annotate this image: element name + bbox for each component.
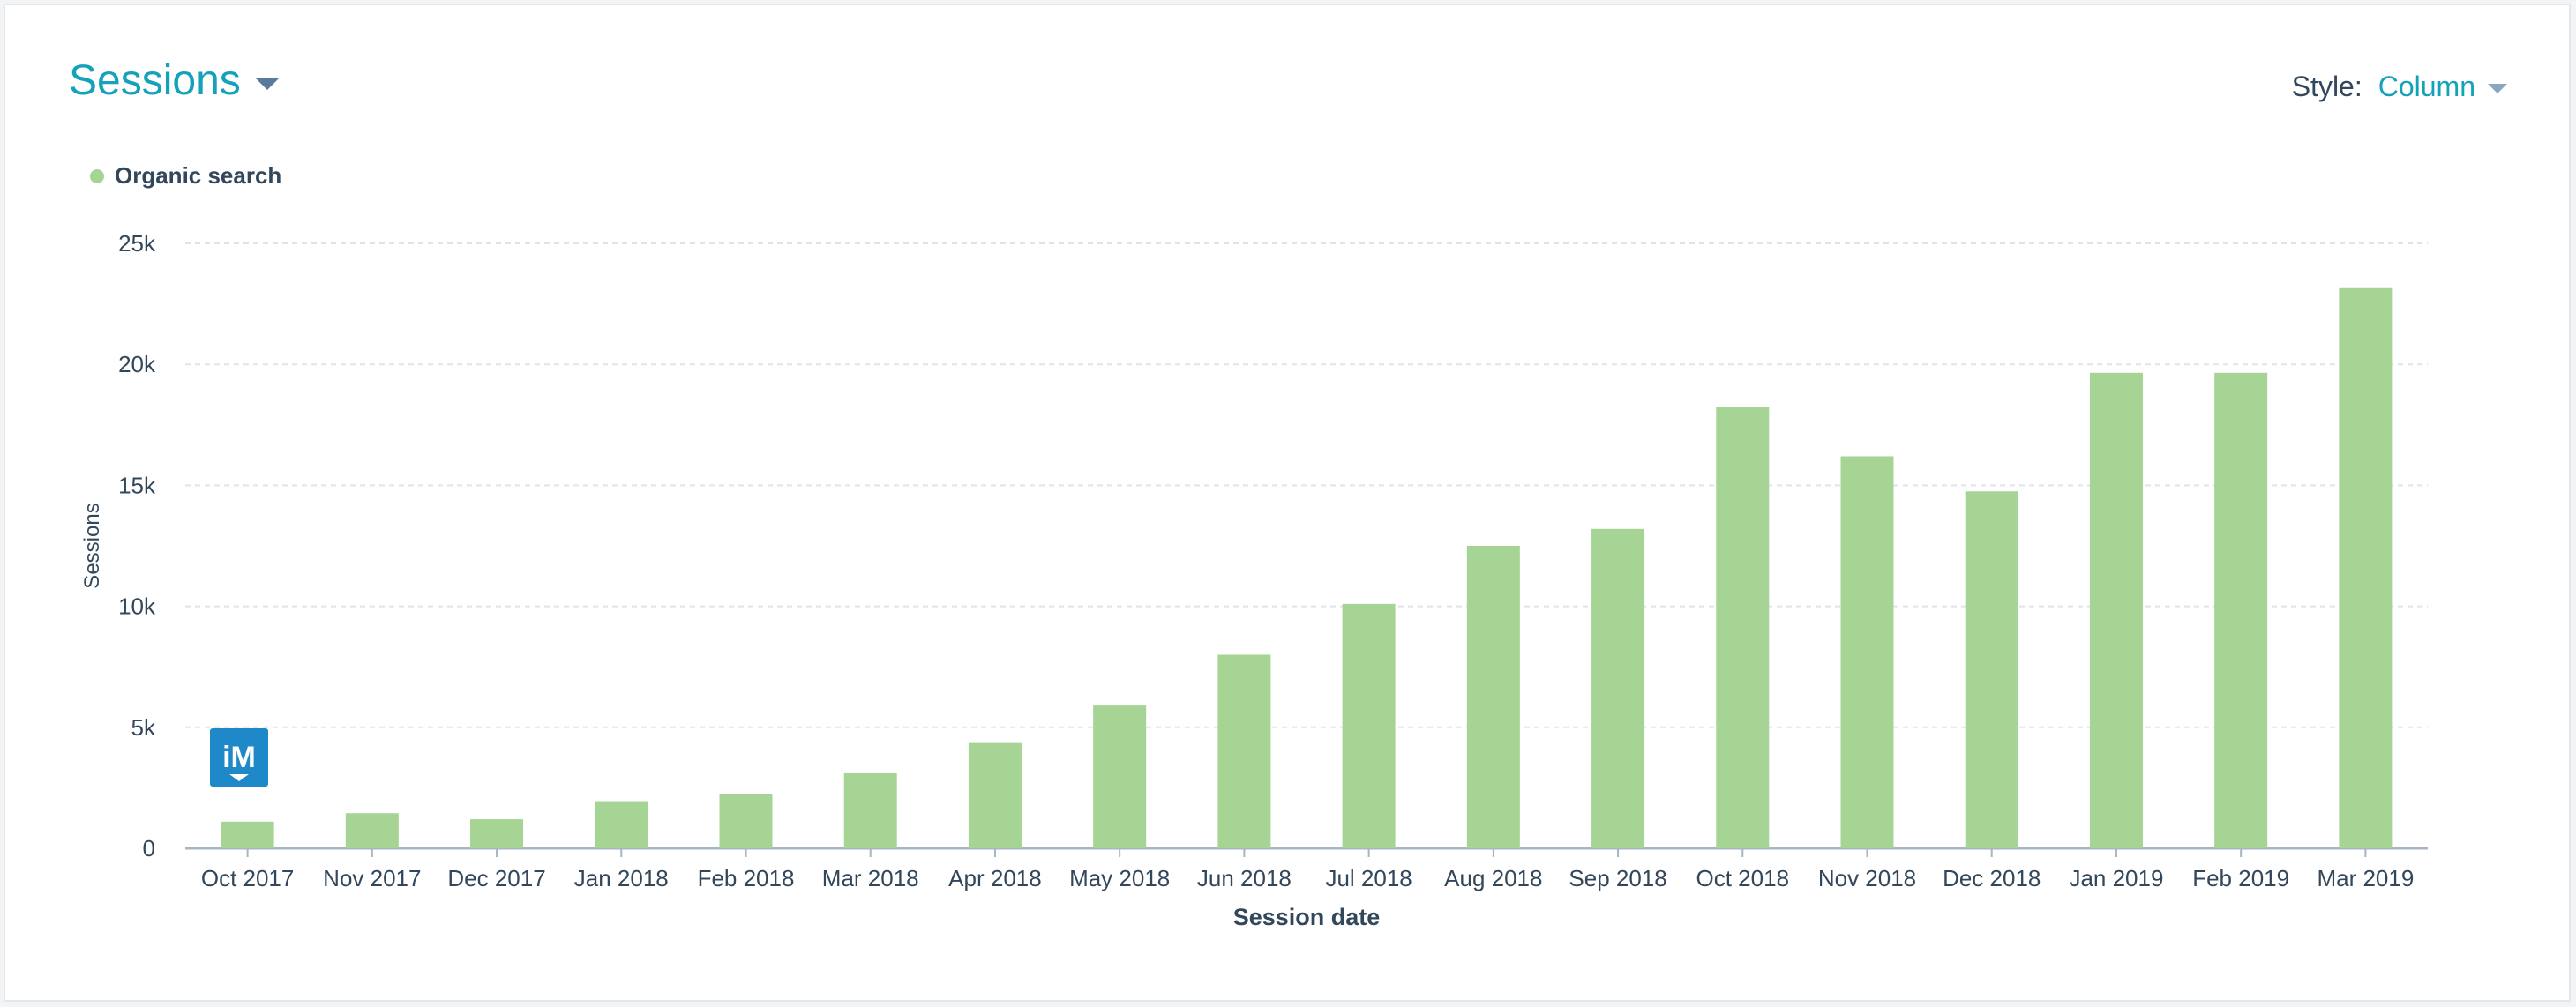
y-tick-label: 10k: [118, 593, 156, 620]
im-logo: iM: [210, 728, 268, 787]
report-title-dropdown[interactable]: Sessions: [69, 56, 280, 105]
bar: [719, 794, 773, 848]
bar: [1466, 546, 1520, 848]
bar: [2089, 372, 2143, 849]
bar: [843, 772, 897, 848]
bar: [470, 819, 524, 848]
x-tick-label: Feb 2018: [698, 865, 795, 891]
y-tick-label: 25k: [118, 230, 156, 257]
bar: [1093, 705, 1147, 848]
x-tick-label: Apr 2018: [948, 865, 1042, 891]
bar: [1342, 603, 1396, 848]
bar: [1965, 491, 2018, 848]
y-tick-label: 5k: [131, 714, 156, 741]
x-tick-label: Aug 2018: [1444, 865, 1542, 891]
bar: [595, 801, 648, 848]
x-tick-label: Sep 2018: [1569, 865, 1666, 891]
x-tick-label: Nov 2017: [323, 865, 421, 891]
legend-item-label: Organic search: [115, 162, 282, 189]
y-tick-label: 0: [143, 835, 155, 862]
x-axis-title: Session date: [1233, 904, 1381, 930]
bar: [1716, 407, 1770, 848]
x-tick-label: Oct 2018: [1696, 865, 1790, 891]
x-tick-label: Mar 2019: [2317, 865, 2414, 891]
bar: [1217, 654, 1271, 848]
x-tick-label: May 2018: [1069, 865, 1170, 891]
logo-arrow-icon: [229, 774, 249, 781]
bar: [2339, 287, 2393, 848]
bar: [2214, 372, 2268, 849]
legend-dot-icon: [90, 168, 104, 183]
chart-style-selector[interactable]: Style: Column: [2292, 71, 2507, 103]
report-title: Sessions: [69, 57, 241, 104]
x-tick-label: Dec 2018: [1943, 865, 2041, 891]
chevron-down-icon: [254, 77, 280, 90]
x-tick-label: Jan 2018: [574, 865, 669, 891]
bar: [221, 821, 274, 848]
bar: [345, 813, 399, 848]
x-tick-label: Jun 2018: [1197, 865, 1292, 891]
x-tick-label: Jan 2019: [2069, 865, 2163, 891]
x-tick-label: Nov 2018: [1818, 865, 1916, 891]
y-tick-label: 20k: [118, 351, 156, 377]
style-label: Style:: [2291, 71, 2363, 102]
y-axis-title: Sessions: [80, 503, 104, 588]
x-tick-label: Jul 2018: [1325, 865, 1412, 891]
bar: [1591, 528, 1645, 848]
report-card: Sessions Style: Column Organic search: [4, 4, 2571, 1002]
chart-legend: Organic search: [90, 162, 281, 190]
x-tick-label: Oct 2017: [201, 865, 295, 891]
logo-text: iM: [222, 741, 256, 774]
bar: [968, 742, 1022, 848]
y-tick-label: 15k: [118, 472, 156, 498]
x-tick-label: Feb 2019: [2192, 865, 2289, 891]
x-tick-label: Mar 2018: [822, 865, 919, 891]
bar: [1840, 456, 1894, 848]
style-value[interactable]: Column: [2378, 71, 2475, 102]
x-tick-label: Dec 2017: [447, 865, 545, 891]
chevron-down-icon: [2488, 84, 2507, 93]
